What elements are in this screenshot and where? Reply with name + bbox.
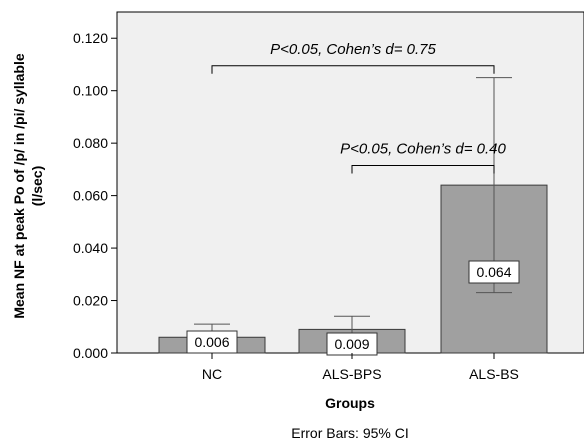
significance-bracket (351, 164, 495, 174)
y-tick-label: 0.000 (73, 345, 108, 361)
y-tick-label: 0.020 (73, 293, 108, 309)
x-tick-label: ALS-BS (469, 366, 519, 382)
y-tick-label: 0.060 (73, 188, 108, 204)
data-label: 0.009 (334, 336, 369, 352)
y-tick-label: 0.080 (73, 135, 108, 151)
x-tick-label: ALS-BPS (322, 366, 381, 382)
y-tick-label: 0.120 (73, 30, 108, 46)
y-axis-title-line-2: (l/sec) (29, 166, 45, 206)
significance-annotation: P<0.05, Cohen’s d= 0.40 (340, 140, 506, 157)
x-tick-label: NC (202, 366, 222, 382)
significance-annotation: P<0.05, Cohen’s d= 0.75 (270, 41, 436, 58)
error-bars-note: Error Bars: 95% CI (291, 425, 408, 441)
significance-bracket (211, 65, 495, 74)
y-axis-title-line-1: Mean NF at peak Po of /p/ in /pi/ syllab… (11, 53, 27, 318)
x-axis-title: Groups (325, 395, 375, 411)
data-label: 0.006 (194, 334, 229, 350)
y-tick-label: 0.100 (73, 83, 108, 99)
data-label-box (468, 260, 520, 284)
data-label: 0.064 (476, 264, 511, 280)
y-tick-label: 0.040 (73, 240, 108, 256)
